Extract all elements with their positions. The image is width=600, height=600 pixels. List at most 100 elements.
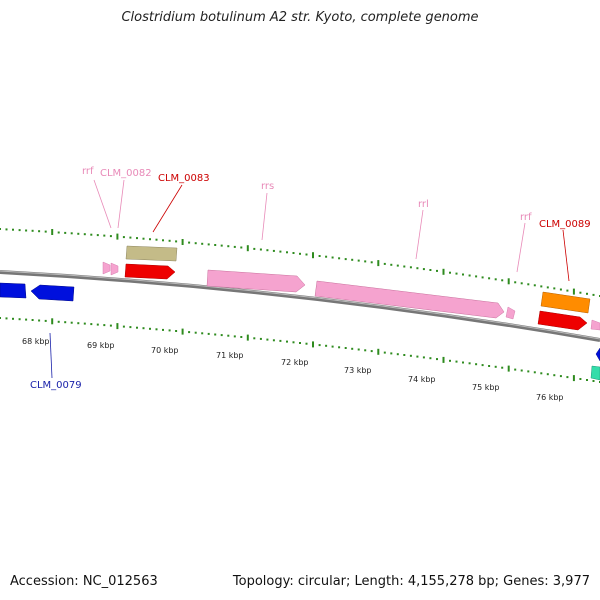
feature-teal-edge-arrow[interactable]	[590, 365, 600, 381]
upper-major-tick	[181, 239, 184, 245]
feature-label-rrf-1[interactable]: rrf	[82, 166, 94, 177]
lower-minor-tick	[122, 325, 125, 328]
lower-minor-tick	[488, 365, 491, 367]
upper-minor-tick	[96, 234, 99, 237]
lower-minor-tick	[325, 344, 328, 347]
lower-minor-tick	[292, 341, 295, 344]
feature-pink-edge-arrow[interactable]	[590, 319, 600, 331]
upper-minor-tick	[370, 261, 373, 264]
lower-minor-tick	[592, 380, 595, 382]
upper-minor-tick	[240, 246, 243, 249]
lower-minor-tick	[520, 369, 523, 372]
upper-minor-tick	[25, 229, 28, 232]
upper-minor-tick	[409, 266, 412, 269]
feature-label-rrf-2[interactable]: rrf	[520, 212, 532, 223]
feature-clm-0079-arrow[interactable]	[30, 284, 75, 302]
feature-rrf-2-arrow[interactable]	[110, 262, 119, 276]
lower-minor-tick	[416, 355, 419, 358]
feature-clm-0089-arrow[interactable]	[537, 310, 588, 331]
lower-minor-tick	[272, 339, 275, 342]
lower-minor-tick	[90, 323, 93, 326]
feature-blue-left-bar[interactable]	[0, 282, 27, 299]
upper-minor-tick	[220, 244, 223, 247]
lower-minor-tick	[579, 378, 582, 380]
upper-minor-tick	[318, 255, 321, 257]
upper-minor-tick	[494, 278, 497, 281]
feature-rrf-1-arrow[interactable]	[102, 261, 111, 275]
feature-label-clm-0082[interactable]: CLM_0082	[100, 168, 152, 179]
lower-minor-tick	[436, 358, 438, 361]
lower-minor-tick	[109, 324, 112, 327]
upper-minor-tick	[514, 281, 517, 284]
upper-minor-tick	[175, 240, 178, 243]
upper-minor-tick	[344, 258, 347, 261]
upper-minor-tick	[259, 248, 262, 251]
upper-minor-tick	[18, 229, 21, 232]
lower-minor-tick	[331, 345, 334, 348]
topology-text: Topology: circular; Length: 4,155,278 bp…	[232, 574, 590, 589]
upper-scale-ticks	[0, 228, 600, 297]
lower-minor-tick	[188, 331, 191, 334]
upper-major-tick	[116, 233, 119, 240]
kbp-label-73: 73 kbp	[344, 366, 372, 375]
feature-rrs-arrow[interactable]	[206, 269, 306, 293]
feature-label-rrs[interactable]: rrs	[261, 181, 274, 192]
feature-label-clm-0089[interactable]: CLM_0089	[539, 219, 591, 230]
lower-major-tick	[246, 334, 249, 341]
upper-minor-tick	[142, 237, 145, 240]
upper-minor-tick	[227, 245, 230, 248]
lower-minor-tick	[233, 335, 236, 338]
upper-minor-tick	[103, 234, 106, 237]
upper-minor-tick	[57, 231, 60, 234]
feature-clm-0083-arrow[interactable]	[124, 263, 176, 280]
lower-minor-tick	[586, 379, 588, 381]
lower-minor-tick	[149, 327, 151, 330]
lower-minor-tick	[162, 328, 164, 331]
lower-minor-tick	[318, 344, 321, 347]
feature-label-clm-0079[interactable]: CLM_0079	[30, 380, 82, 391]
feature-label-rrl[interactable]: rrl	[418, 199, 429, 210]
lower-minor-tick	[64, 321, 67, 324]
lower-minor-tick	[481, 364, 484, 367]
lower-minor-tick	[351, 347, 354, 350]
upper-minor-tick	[553, 287, 556, 290]
upper-minor-tick	[527, 283, 530, 286]
lower-major-tick	[377, 348, 380, 355]
genome-backbone	[0, 270, 600, 342]
upper-minor-tick	[429, 269, 432, 271]
upper-minor-tick	[253, 247, 256, 250]
kbp-label-68: 68 kbp	[22, 337, 50, 346]
feature-clm-0082-bar[interactable]	[125, 245, 178, 262]
lower-minor-tick	[12, 317, 14, 320]
feature-rrf-3-arrow[interactable]	[505, 306, 516, 320]
upper-minor-tick	[390, 263, 393, 266]
upper-minor-tick	[468, 274, 471, 277]
lower-major-tick	[572, 375, 575, 382]
upper-minor-tick	[90, 233, 93, 236]
lower-minor-tick	[286, 340, 288, 343]
feature-blue-edge-arrow[interactable]	[595, 347, 600, 362]
feature-orange-bar[interactable]	[540, 291, 591, 314]
upper-minor-tick	[331, 256, 334, 259]
upper-minor-tick	[70, 232, 73, 235]
lower-minor-tick	[57, 320, 60, 323]
lower-minor-tick	[38, 319, 41, 322]
lower-minor-tick	[142, 327, 145, 330]
upper-minor-tick	[520, 282, 523, 285]
genome-backbone-highlight	[0, 270, 600, 340]
lower-minor-tick	[429, 357, 432, 360]
lower-minor-tick	[566, 376, 569, 379]
upper-minor-tick	[436, 269, 438, 272]
upper-minor-tick	[416, 267, 419, 270]
feature-rrl-arrow[interactable]	[314, 280, 505, 319]
accession-text: Accession: NC_012563	[10, 574, 158, 589]
upper-minor-tick	[299, 252, 301, 255]
lower-minor-tick	[227, 334, 230, 337]
leader-clm-0089	[562, 229, 570, 282]
feature-label-clm-0083[interactable]: CLM_0083	[158, 173, 210, 184]
upper-minor-tick	[149, 238, 151, 241]
lower-minor-tick	[25, 318, 28, 321]
upper-minor-tick	[266, 249, 269, 252]
lower-major-tick	[507, 365, 510, 372]
